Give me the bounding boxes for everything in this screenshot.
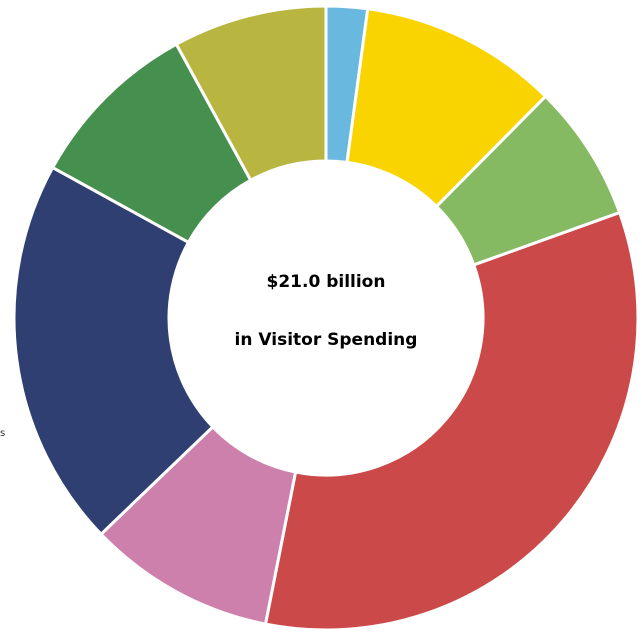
donut-slices [12, 4, 640, 632]
donut-slice-6 [12, 165, 215, 537]
clipped-legend-text: s [0, 428, 6, 439]
donut-slice-4 [263, 210, 640, 632]
center-subtitle-label: in Visitor Spending [234, 330, 418, 350]
center-total-label: $21.0 billion [266, 272, 386, 292]
donut-slice-8 [174, 4, 328, 183]
